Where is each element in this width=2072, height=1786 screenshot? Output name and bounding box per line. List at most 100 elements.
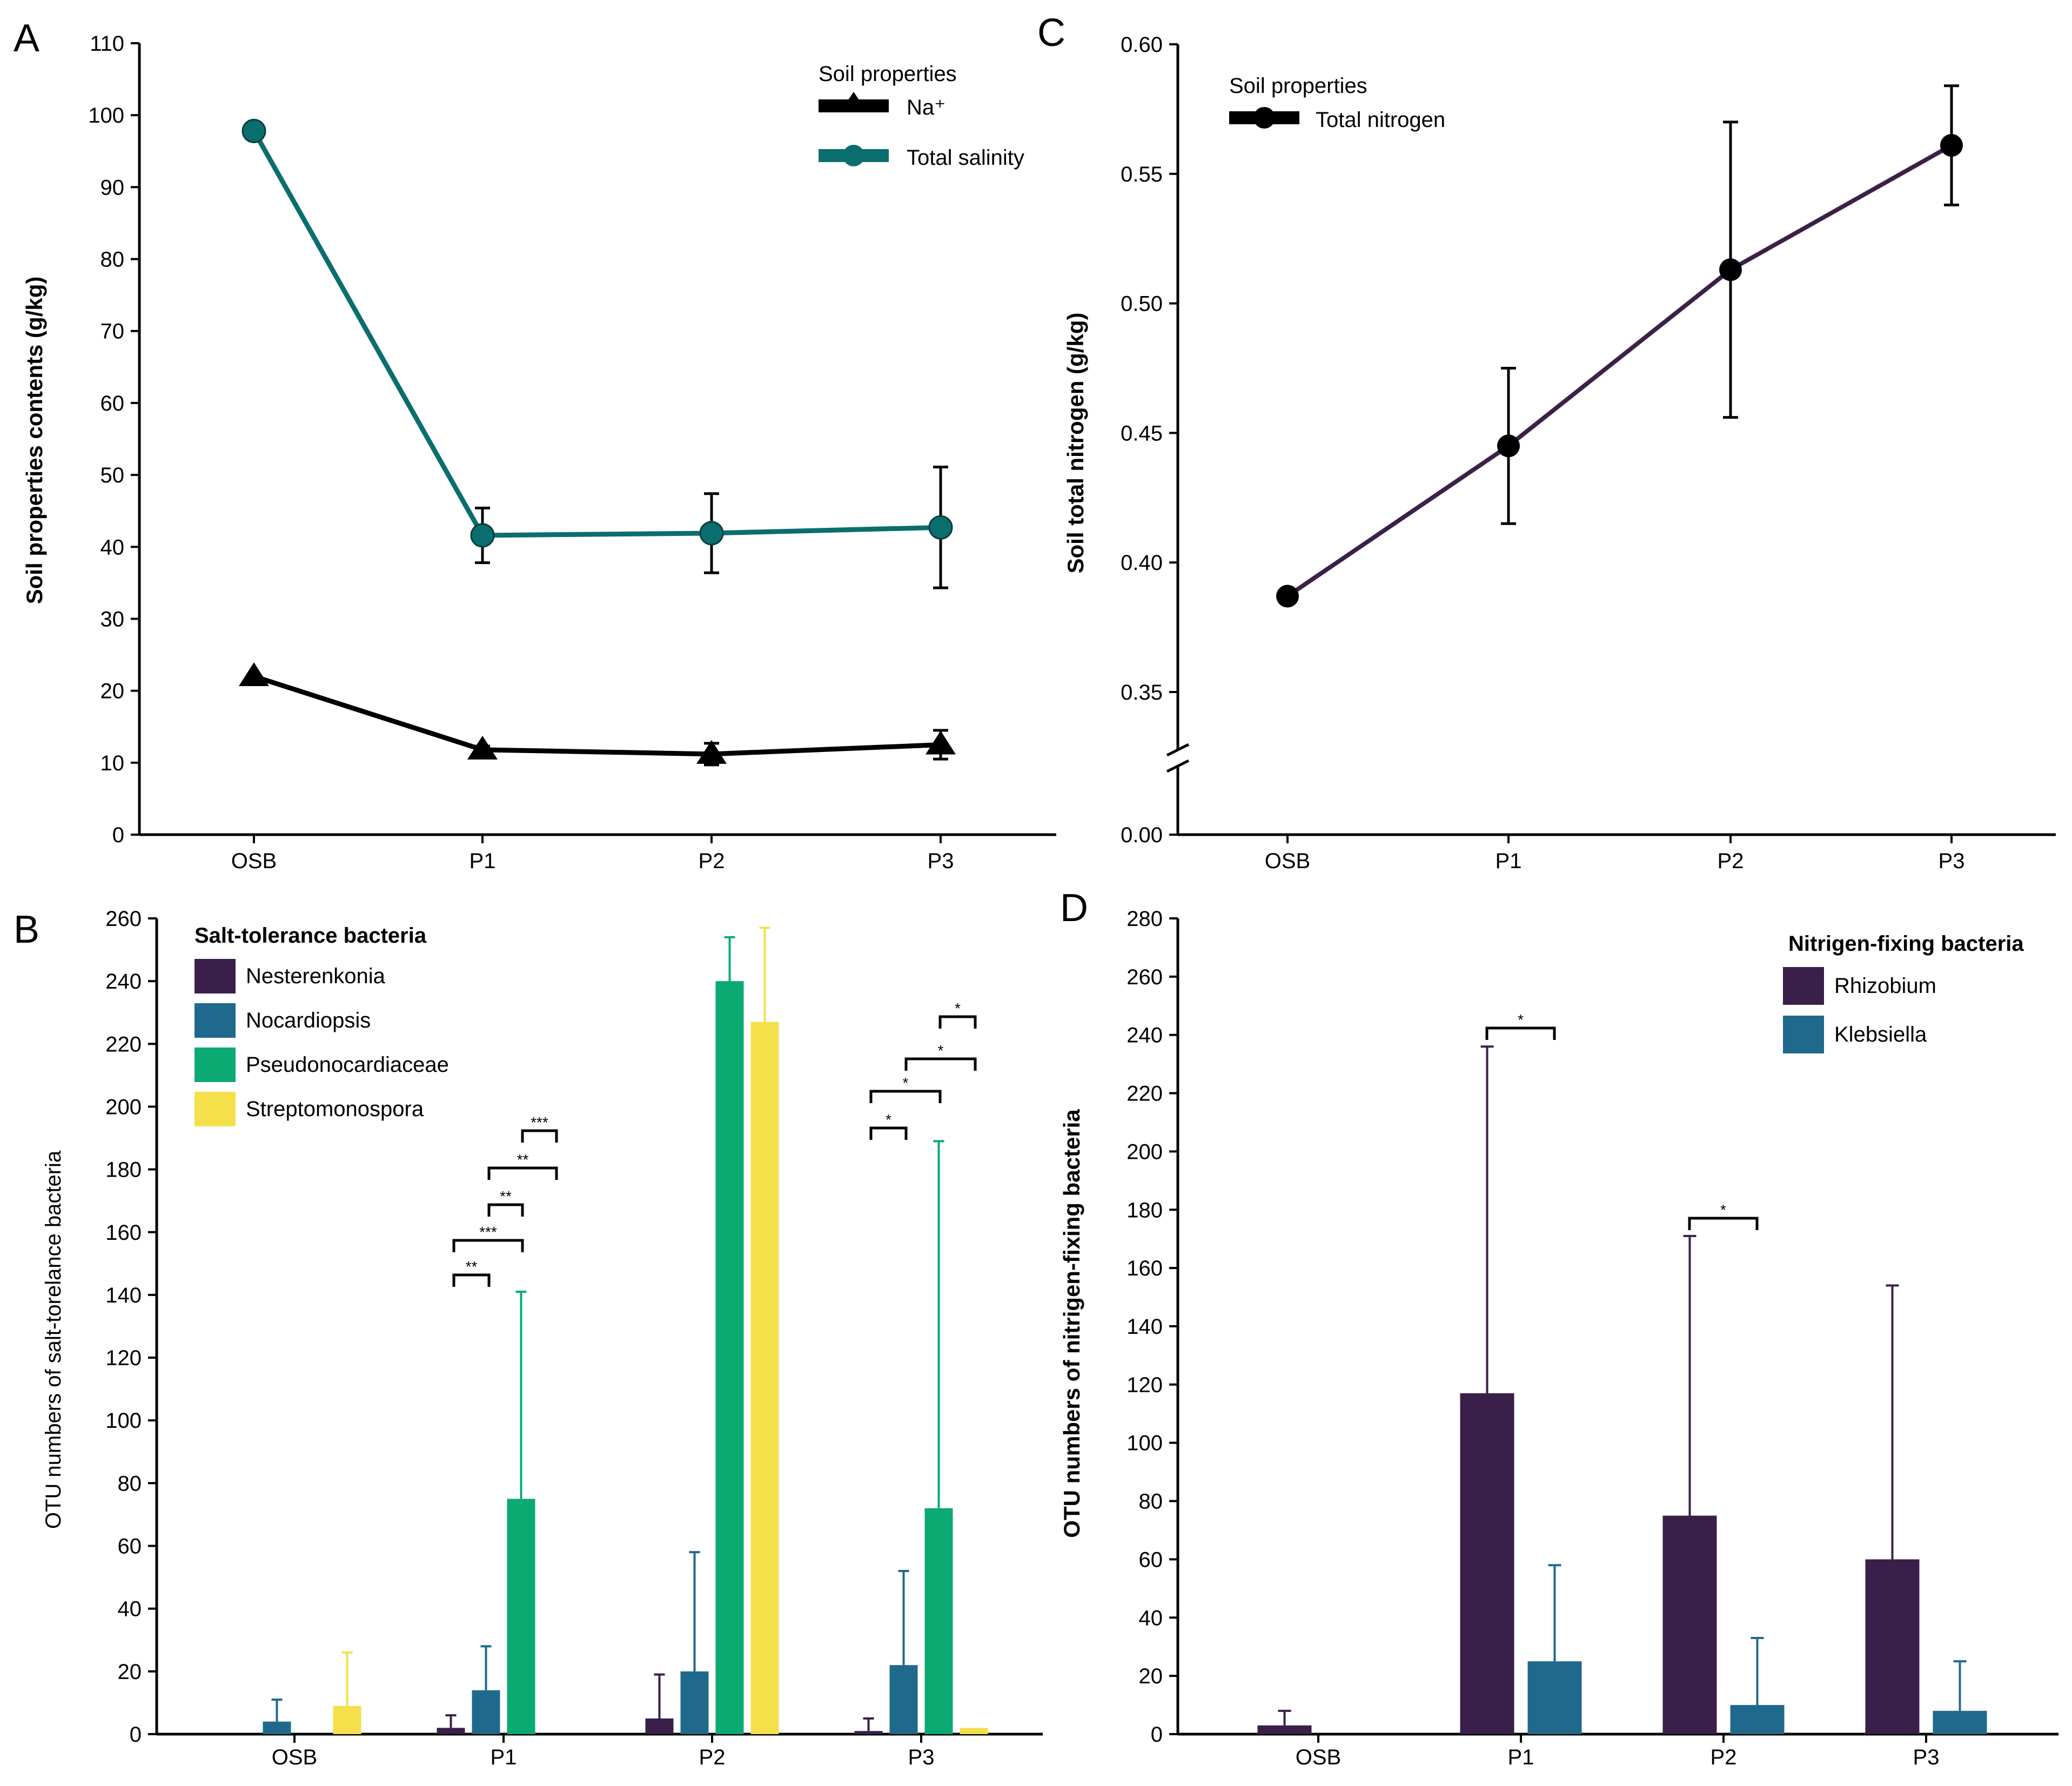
bar-rhizobium	[1460, 1393, 1514, 1734]
bar-pseudonocardiaceae	[715, 981, 744, 1734]
panel-d: OTU numbers of nitrigen-fixing bacteria …	[1059, 907, 2058, 1769]
data-point-total-salinity	[699, 521, 724, 546]
y-tick-label: 0.50	[1121, 292, 1163, 316]
x-tick-label: OSB	[1296, 1745, 1341, 1769]
significance-bracket	[1688, 1217, 1759, 1230]
y-tick-label: 100	[105, 1409, 142, 1433]
y-tick-label: 180	[105, 1158, 142, 1182]
x-tick-label: P1	[491, 1745, 517, 1769]
significance-bracket	[938, 1015, 977, 1029]
y-tick-label: 0.55	[1121, 163, 1163, 186]
x-tick-label: P1	[470, 849, 496, 873]
x-tick-label: P3	[928, 849, 954, 873]
bar-klebsiella	[1527, 1661, 1582, 1734]
bar-pseudonocardiaceae	[924, 1508, 953, 1734]
y-tick-label: 0	[1151, 1723, 1163, 1747]
data-point-total-salinity	[470, 523, 495, 548]
y-tick-label: 10	[100, 751, 125, 775]
x-tick-label: P3	[1913, 1745, 1940, 1769]
data-point-total-nitrogen	[1719, 258, 1742, 281]
data-point-na	[696, 740, 727, 764]
significance-label: **	[517, 1151, 529, 1168]
y-tick-label: 40	[100, 535, 125, 559]
bar-rhizobium	[1865, 1559, 1920, 1734]
legend-marker-triangle	[841, 92, 867, 111]
panel-d-legend-title: Nitrigen-fixing bacteria	[1788, 932, 2024, 956]
panel-c-legend-total-nitrogen: Total nitrogen	[1229, 107, 1445, 132]
y-tick-label: 0	[130, 1723, 142, 1747]
x-tick-label: OSB	[1265, 849, 1310, 873]
y-tick-label: 0.40	[1121, 551, 1163, 575]
significance-label: *	[886, 1111, 891, 1128]
bar-streptomonospora	[333, 1706, 361, 1734]
significance-label: ***	[479, 1224, 497, 1240]
legend-label-total-nitrogen: Total nitrogen	[1316, 108, 1445, 132]
y-tick-label: 200	[1126, 1140, 1163, 1164]
significance-bracket	[869, 1126, 908, 1140]
panel-b-legend-title: Salt-tolerance bacteria	[195, 924, 427, 948]
series-line-total-salinity	[252, 130, 941, 538]
panel-label-d: D	[1060, 887, 1088, 930]
y-tick-label: 200	[105, 1095, 142, 1119]
y-tick-label: 0.60	[1121, 33, 1163, 57]
y-tick-label: 140	[1126, 1315, 1163, 1339]
y-tick-label: 90	[100, 176, 125, 199]
y-tick-label: 100	[88, 104, 124, 127]
bar-nocardiopsis	[680, 1671, 709, 1734]
y-tick-label: 260	[1126, 965, 1163, 989]
significance-label: *	[938, 1042, 944, 1059]
y-tick-label: 40	[118, 1597, 142, 1621]
y-tick-label: 80	[118, 1472, 142, 1495]
significance-label: ***	[531, 1114, 548, 1131]
y-tick-label: 70	[100, 320, 125, 344]
y-tick-label: 50	[100, 464, 125, 487]
y-tick-label: 120	[105, 1346, 142, 1370]
panel-a-y-label: Soil properties contents (g/kg)	[22, 277, 47, 605]
y-tick-label: 60	[100, 392, 125, 415]
bar-nesterenkonia	[645, 1718, 674, 1734]
data-point-total-salinity	[928, 515, 953, 540]
y-tick-label: 180	[1126, 1198, 1163, 1222]
panel-b: OTU numbers of salt-torelance bacteria 0…	[42, 907, 1043, 1769]
legend-swatch-rhizobium	[1783, 967, 1824, 1005]
data-point-na	[926, 730, 956, 755]
significance-label: **	[466, 1258, 478, 1275]
bar-streptomonospora	[750, 1022, 779, 1734]
bar-klebsiella	[1730, 1705, 1785, 1734]
y-tick-label: 40	[1139, 1606, 1163, 1630]
legend-marker-circle	[1253, 107, 1275, 129]
x-tick-label: P2	[699, 1745, 726, 1769]
y-tick-label: 30	[100, 607, 125, 631]
panel-a-legend-na: Na⁺	[819, 92, 946, 119]
y-tick-label: 20	[118, 1660, 142, 1684]
bar-nocardiopsis	[889, 1665, 918, 1734]
panel-c-legend-title: Soil properties	[1229, 74, 1367, 98]
legend-label-total-salinity: Total salinity	[907, 146, 1024, 170]
x-tick-label: P1	[1496, 849, 1522, 873]
bar-rhizobium	[1662, 1515, 1717, 1734]
panel-a-legend-title: Soil properties	[819, 62, 957, 86]
y-tick-label: 280	[1126, 907, 1163, 931]
panel-a-legend-total-salinity: Total salinity	[819, 145, 1024, 170]
y-tick-label: 120	[1126, 1373, 1163, 1397]
panel-c: Soil total nitrogen (g/kg) 0.00 0.35 0.40 0…	[1063, 33, 2056, 873]
axis-break-mark	[1166, 759, 1190, 773]
y-tick-label: 100	[1126, 1432, 1163, 1455]
significance-bracket	[1485, 1026, 1556, 1040]
legend-swatch-klebsiella	[1783, 1016, 1824, 1053]
y-tick-label: 110	[90, 32, 124, 56]
significance-label: *	[1518, 1011, 1524, 1028]
y-tick-label: 140	[105, 1284, 142, 1307]
significance-bracket	[521, 1129, 558, 1143]
significance-bracket	[904, 1057, 977, 1071]
data-point-total-nitrogen	[1497, 434, 1520, 458]
y-tick-label: 80	[100, 248, 125, 272]
significance-bracket	[869, 1090, 942, 1103]
y-tick-label: 220	[105, 1032, 142, 1056]
y-tick-label: 20	[1139, 1664, 1163, 1688]
legend-label-streptomonospora: Streptomonospora	[246, 1097, 424, 1121]
series-line-na	[253, 674, 941, 757]
y-tick-label: 80	[1139, 1490, 1163, 1514]
legend-swatch-nesterenkonia	[195, 959, 236, 993]
significance-label: **	[500, 1188, 512, 1205]
